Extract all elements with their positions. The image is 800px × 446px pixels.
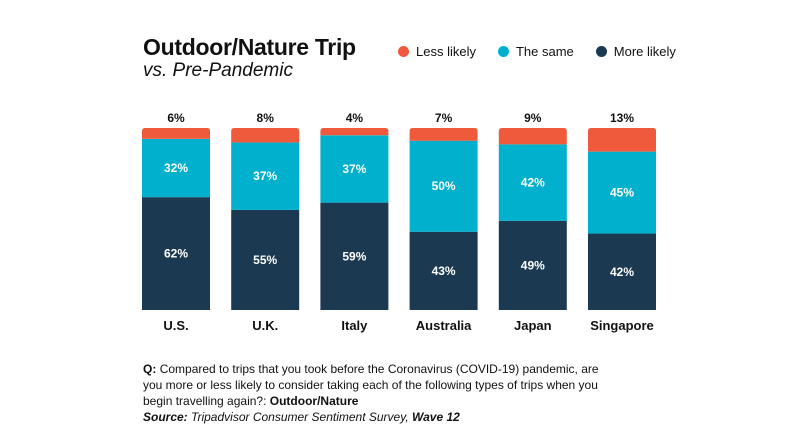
data-label-more-likely-australia: 43% <box>432 264 456 278</box>
question-topic: Outdoor/Nature <box>269 394 359 408</box>
bar-segment-more-likely-japan <box>498 220 567 310</box>
data-label-less-likely-u-k: 8% <box>257 111 275 125</box>
footnote: Q: Compared to trips that you took befor… <box>143 361 613 425</box>
question-prefix: Q: <box>143 362 157 376</box>
category-label-japan: Japan <box>514 318 552 333</box>
bar-segment-less-likely-australia <box>409 128 478 141</box>
data-label-more-likely-japan: 49% <box>521 258 545 272</box>
legend-item-more-likely: More likely <box>595 44 676 59</box>
data-label-less-likely-italy: 4% <box>346 111 364 125</box>
source-prefix: Source: <box>143 410 188 424</box>
question-text: Q: Compared to trips that you took befor… <box>143 361 613 409</box>
data-label-the-same-u-k: 37% <box>253 169 277 183</box>
bar-segment-more-likely-u-k <box>231 209 300 310</box>
bar-segment-more-likely-u-s <box>142 197 210 310</box>
bar-segment-more-likely-australia <box>409 231 478 310</box>
legend-item-less-likely: Less likely <box>398 44 476 59</box>
bar-group-italy: 59% 37% 4% Italy <box>320 111 389 333</box>
bar-group-singapore: 42% 45% 13% Singapore <box>588 111 656 333</box>
chart-title: Outdoor/Nature Trip <box>143 34 356 60</box>
bar-segment-the-same-japan <box>498 144 567 221</box>
bar-group-australia: 43% 50% 7% Australia <box>409 111 478 333</box>
data-label-less-likely-japan: 9% <box>524 111 542 125</box>
legend-label-the-same: The same <box>515 44 574 59</box>
category-label-u-s: U.S. <box>163 318 188 333</box>
bar-segment-the-same-italy <box>320 135 389 203</box>
bar-segment-less-likely-u-s <box>142 128 210 139</box>
question-body: Compared to trips that you took before t… <box>143 362 599 408</box>
bar-group-u-s: 62% 32% 6% U.S. <box>142 111 210 333</box>
data-label-the-same-singapore: 45% <box>610 186 634 200</box>
bar-segment-more-likely-singapore <box>588 233 656 310</box>
data-label-less-likely-u-s: 6% <box>167 111 185 125</box>
data-label-more-likely-singapore: 42% <box>610 265 634 279</box>
source-wave: Wave 12 <box>412 410 460 424</box>
data-label-the-same-australia: 50% <box>432 179 456 193</box>
bar-segment-less-likely-singapore <box>588 128 656 152</box>
bar-segment-less-likely-u-k <box>231 128 300 143</box>
data-label-more-likely-u-k: 55% <box>253 253 277 267</box>
data-label-the-same-japan: 42% <box>521 176 545 190</box>
bar-segment-less-likely-japan <box>498 128 567 145</box>
data-label-more-likely-italy: 59% <box>342 249 366 263</box>
category-label-u-k: U.K. <box>252 318 278 333</box>
bar-group-japan: 49% 42% 9% Japan <box>498 111 567 333</box>
legend-label-more-likely: More likely <box>613 44 676 59</box>
legend-swatch-the-same <box>497 46 509 57</box>
legend-swatch-less-likely <box>398 46 409 57</box>
data-label-the-same-u-s: 32% <box>164 161 188 175</box>
bar-segment-less-likely-italy <box>320 128 389 136</box>
category-label-australia: Australia <box>416 318 472 333</box>
data-label-less-likely-singapore: 13% <box>610 111 634 125</box>
data-label-the-same-italy: 37% <box>342 162 366 176</box>
category-label-italy: Italy <box>341 318 368 333</box>
bar-group-u-k: 55% 37% 8% U.K. <box>231 111 300 333</box>
legend-item-the-same: The same <box>497 44 574 59</box>
bar-segment-the-same-singapore <box>588 151 656 234</box>
bar-segment-the-same-u-k <box>231 142 300 210</box>
source-line: Source: Tripadvisor Consumer Sentiment S… <box>143 409 613 425</box>
chart-subtitle: vs. Pre-Pandemic <box>143 60 293 81</box>
category-label-singapore: Singapore <box>590 318 654 333</box>
bar-segment-the-same-u-s <box>142 138 210 198</box>
legend: Less likely The same More likely <box>398 44 676 59</box>
data-label-more-likely-u-s: 62% <box>164 247 188 261</box>
legend-label-less-likely: Less likely <box>416 44 476 59</box>
source-name: Tripadvisor Consumer Sentiment Survey, <box>191 410 409 424</box>
bar-segment-the-same-australia <box>409 140 478 232</box>
bar-segment-more-likely-italy <box>320 202 389 310</box>
legend-swatch-more-likely <box>595 46 607 57</box>
data-label-less-likely-australia: 7% <box>435 111 453 125</box>
